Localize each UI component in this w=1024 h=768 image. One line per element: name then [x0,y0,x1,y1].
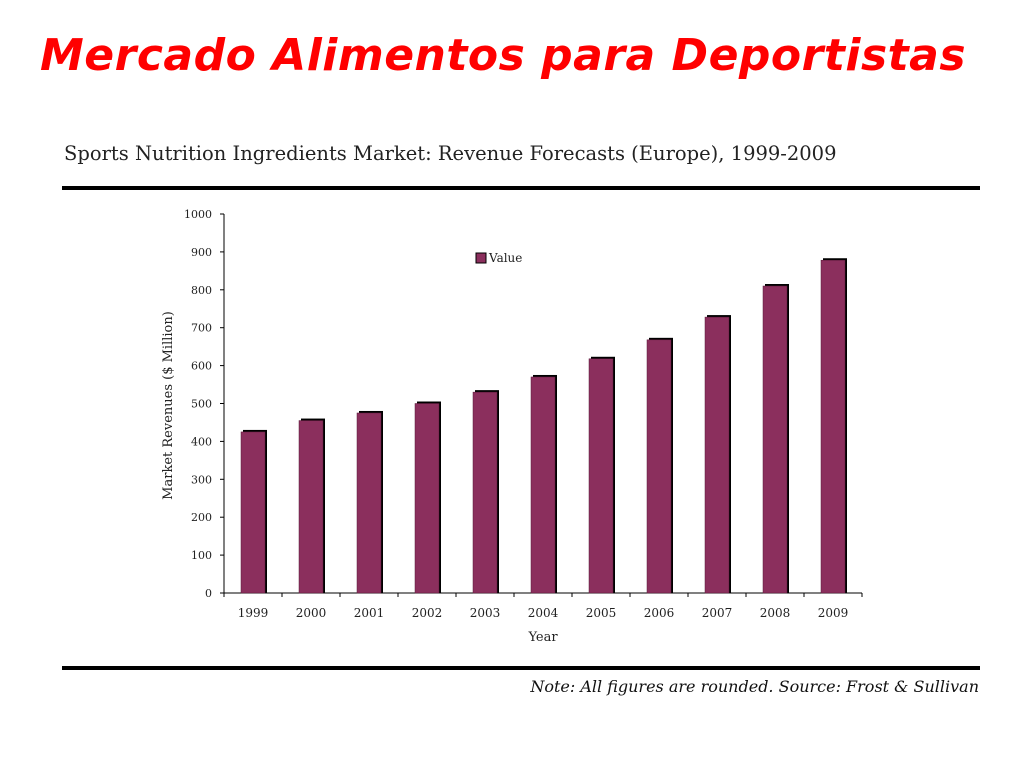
y-tick-label: 600 [191,360,212,373]
x-tick-label: 2001 [354,606,385,620]
x-tick-label: 2002 [412,606,443,620]
bar-2009 [820,259,846,594]
bar-2001 [356,412,382,594]
top-rule [62,186,980,190]
y-tick-label: 100 [191,549,212,562]
bottom-rule [62,666,980,670]
source-note: Note: All figures are rounded. Source: F… [530,677,979,696]
x-axis-title: Year [527,630,558,645]
chart-legend: Value [475,251,522,265]
bar-1999 [240,431,266,594]
x-tick-label: 2009 [818,606,849,620]
bar-2002 [414,403,440,594]
y-tick-label: 400 [191,435,212,448]
y-tick-label: 800 [191,284,212,297]
y-tick-label: 1000 [184,208,212,221]
x-tick-label: 2008 [760,606,791,620]
x-tick-label: 2000 [296,606,327,620]
y-tick-label: 700 [191,322,212,335]
x-tick-label: 2005 [586,606,617,620]
bar-2007 [704,316,730,594]
x-tick-label: 2004 [528,606,559,620]
x-tick-label: 2007 [702,606,733,620]
bar-2004 [530,376,556,594]
bar-2000 [298,420,324,594]
legend-label: Value [488,251,522,265]
chart-title: Sports Nutrition Ingredients Market: Rev… [64,142,837,165]
x-tick-label: 2006 [644,606,675,620]
y-tick-label: 200 [191,511,212,524]
bar-2008 [762,285,788,594]
y-tick-label: 900 [191,246,212,259]
bar-2006 [646,339,672,594]
y-tick-label: 500 [191,398,212,411]
chart-labels: 0 100 200 300 400 500 600 700 800 900 1000 1999 2000… [161,208,848,645]
bar-2003 [472,391,498,594]
slide-title: Mercado Alimentos para Deportistas [40,30,967,81]
bar-2005 [588,358,614,594]
x-tick-label: 2003 [470,606,501,620]
y-tick-label: 300 [191,473,212,486]
y-tick-label: 0 [205,587,212,600]
y-axis-title: Market Revenues ($ Million) [161,311,176,500]
legend-swatch [475,252,487,264]
x-tick-label: 1999 [238,606,269,620]
chart-bars [240,258,847,594]
